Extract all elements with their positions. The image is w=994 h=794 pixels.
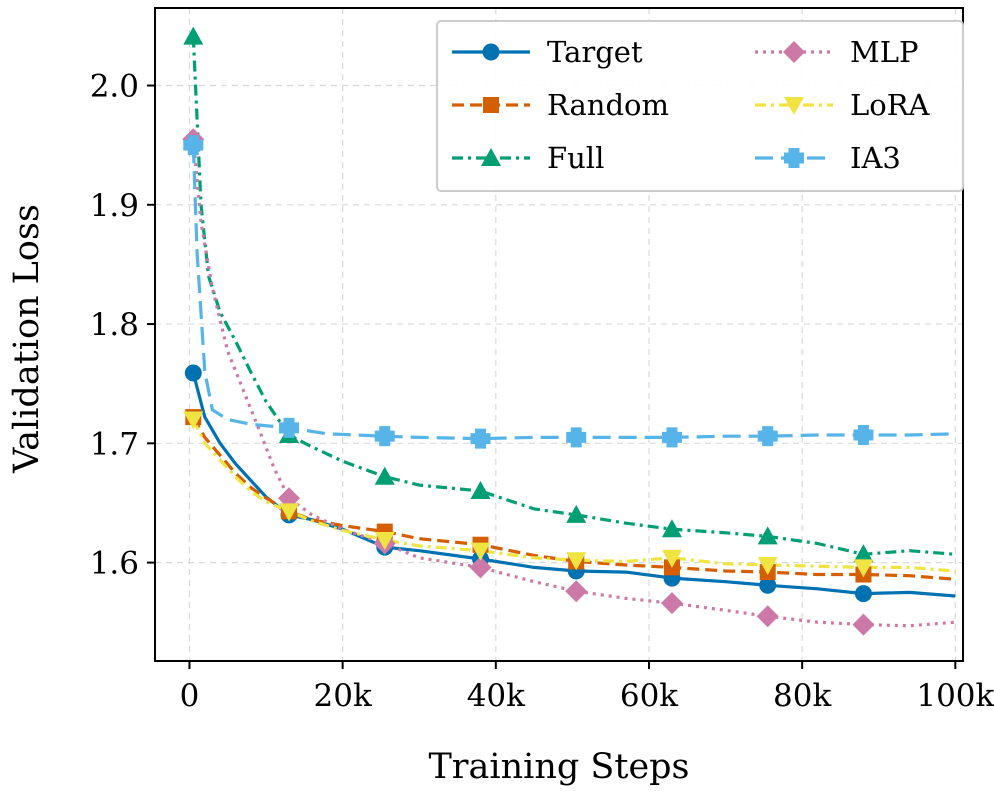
data-point-target (854, 585, 872, 603)
legend-marker-target (482, 43, 500, 61)
data-point-ia3 (279, 417, 300, 438)
x-tick-label: 80k (773, 678, 831, 714)
legend-marker-full (481, 148, 501, 166)
y-tick-label: 1.6 (90, 546, 139, 582)
data-point-ia3 (374, 426, 395, 447)
series-line-target (191, 372, 956, 598)
series-line-full (191, 36, 956, 556)
data-point-full (470, 481, 491, 500)
series-line-lora (191, 418, 956, 573)
data-point-full (566, 504, 587, 523)
x-tick-label: 100k (916, 678, 994, 714)
legend-marker-lora (784, 97, 804, 115)
x-tick-label: 20k (314, 678, 372, 714)
y-tick-label: 1.8 (90, 307, 139, 343)
y-tick-label: 2.0 (90, 69, 139, 105)
data-point-lora (661, 549, 682, 568)
x-axis-ticks: 0 20k 40k 60k 80k 100k (180, 661, 994, 714)
data-point-target (759, 576, 777, 594)
data-point-lora (183, 411, 204, 430)
data-point-lora (470, 542, 491, 561)
legend-label-ia3: IA3 (850, 141, 901, 175)
data-point-target (184, 364, 202, 382)
x-axis-title: Training Steps (428, 747, 689, 787)
data-point-full (757, 526, 778, 545)
data-point-lora (374, 531, 395, 550)
data-point-full (374, 466, 395, 485)
legend-label-full: Full (547, 141, 604, 175)
y-axis-ticks: 1.6 1.7 1.8 1.9 2.0 (90, 69, 155, 582)
data-point-mlp (565, 580, 588, 603)
data-point-ia3 (566, 427, 587, 448)
legend-label-random: Random (547, 88, 669, 122)
data-point-mlp (852, 613, 875, 636)
legend-label-mlp: MLP (850, 35, 918, 69)
data-point-full (661, 519, 682, 538)
data-point-mlp (469, 556, 492, 579)
data-point-lora (853, 559, 874, 578)
data-point-lora (757, 556, 778, 575)
series-line-mlp (191, 139, 956, 628)
legend-marker-mlp (783, 41, 805, 63)
x-tick-label: 0 (180, 678, 200, 714)
legend-marker-ia3 (784, 148, 804, 168)
y-tick-label: 1.9 (90, 188, 139, 224)
x-tick-label: 60k (620, 678, 678, 714)
data-point-lora (566, 552, 587, 571)
data-point-full (853, 544, 874, 563)
series-line-random (191, 416, 956, 581)
data-point-ia3 (183, 135, 204, 156)
plot-frame (154, 7, 964, 662)
legend-box (436, 20, 964, 192)
legend: Target Random Full MLP LoRA IA3 (436, 20, 964, 192)
legend-label-lora: LoRA (850, 88, 931, 122)
y-tick-label: 1.7 (90, 426, 139, 462)
data-point-mlp (756, 605, 779, 628)
legend-marker-random (483, 97, 499, 113)
series-markers (182, 26, 875, 636)
data-point-ia3 (470, 428, 491, 449)
data-point-mlp (660, 592, 683, 615)
data-point-ia3 (853, 424, 874, 445)
data-point-ia3 (757, 426, 778, 447)
y-axis-title: Validation Loss (7, 204, 47, 474)
data-point-full (183, 26, 204, 45)
data-point-lora (279, 503, 300, 522)
x-tick-label: 40k (467, 678, 525, 714)
data-point-ia3 (661, 427, 682, 448)
legend-label-target: Target (547, 35, 643, 69)
